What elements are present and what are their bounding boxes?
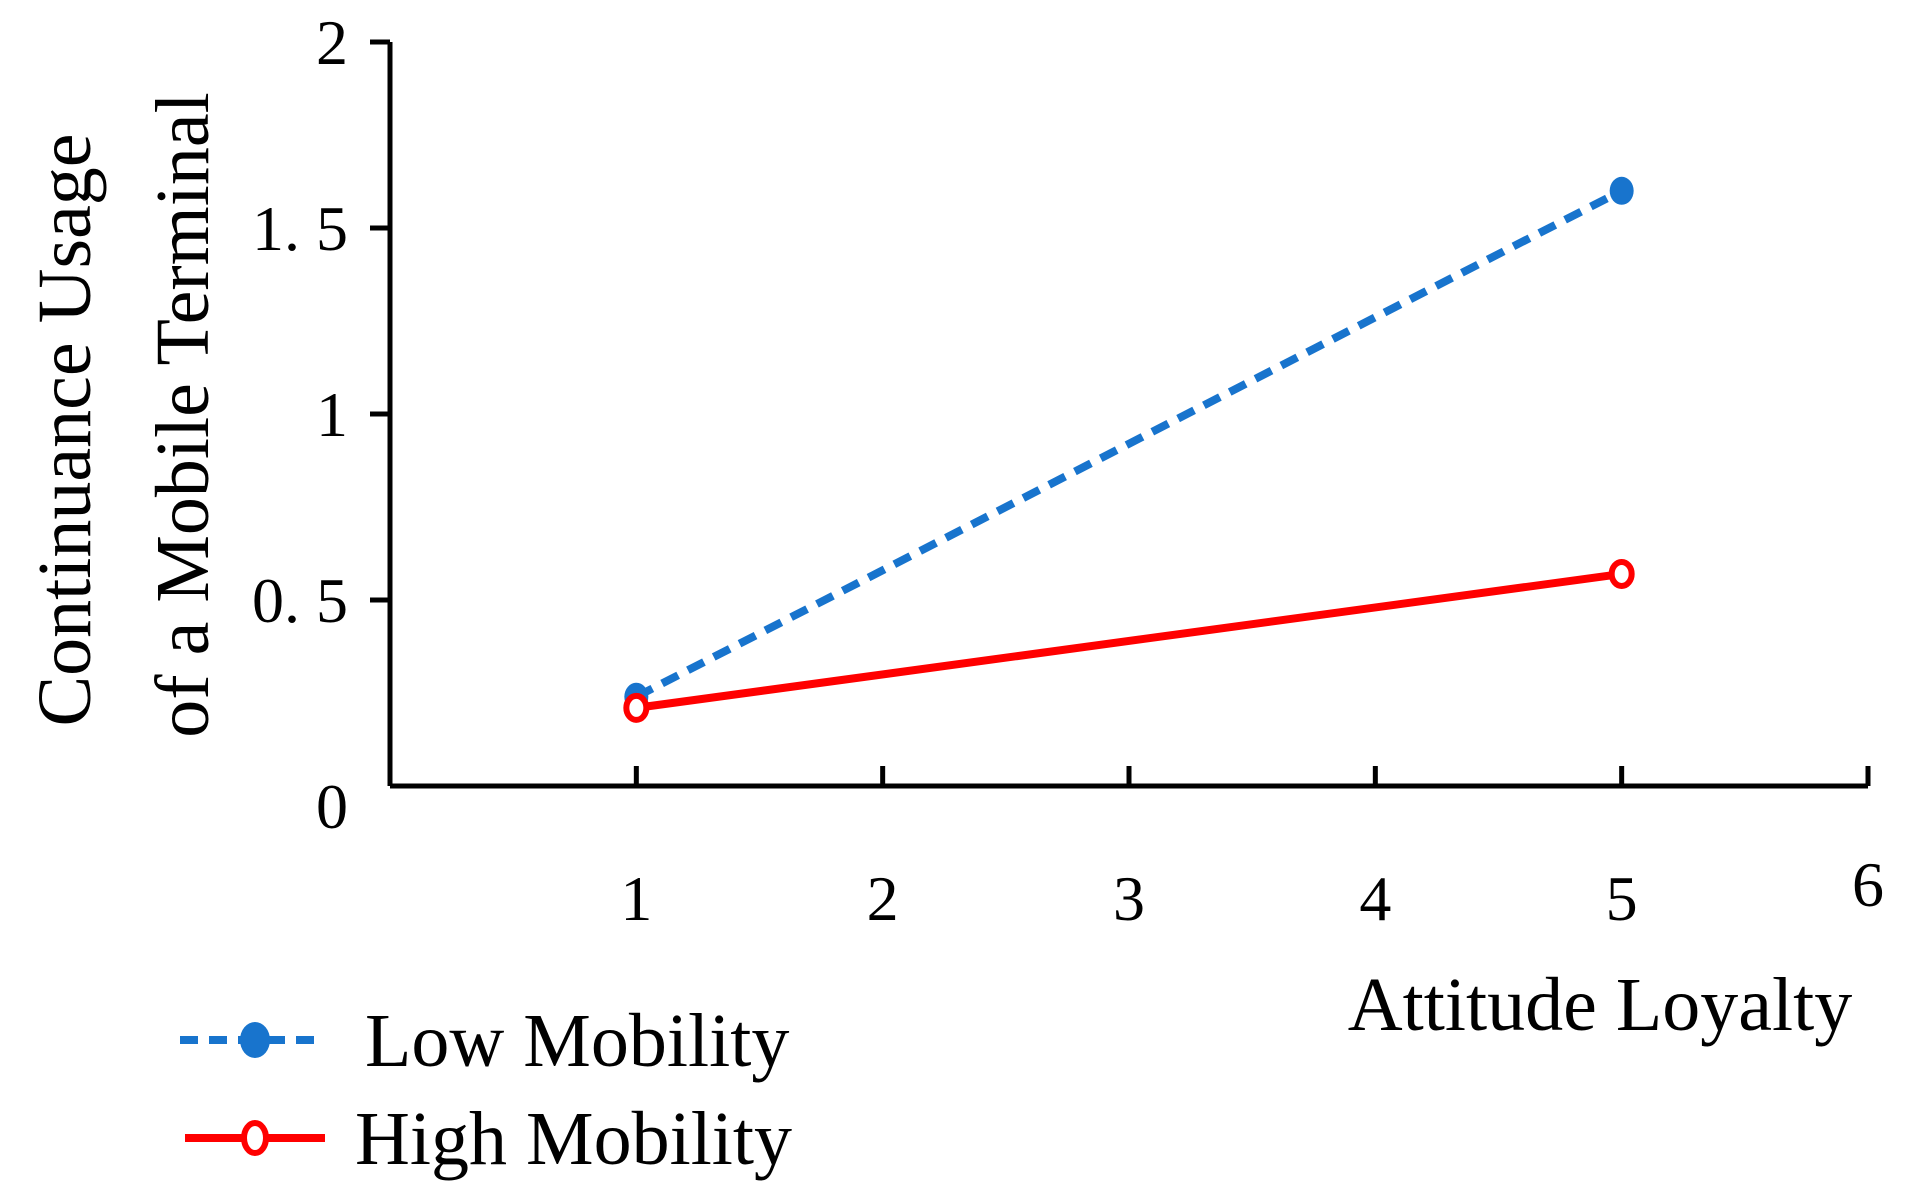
legend-item-high-mobility: High Mobility [185,1097,792,1181]
y-tick-label-1: 1 [316,379,348,450]
y-tick-label-2: 2 [316,7,348,78]
y-tick-label-0: 0 [316,771,348,842]
y-axis-title-line-1: Continuance Usage [23,133,107,726]
legend-marker-high-mobility [241,1120,269,1156]
x-tick-label-2: 2 [867,863,899,934]
y-axis-title-line-2: of a Mobile Terminal [141,92,225,737]
x-tick-label-3: 3 [1113,863,1145,934]
axes [387,42,1868,789]
tick-labels: 1 2 3 4 5 6 0 0. 5 1 1. 5 2 [252,7,1884,934]
series-layer [623,176,1635,723]
point-high-mobility-5 [1608,558,1635,589]
x-tick-label-4: 4 [1359,863,1391,934]
legend-label-low-mobility: Low Mobility [365,999,789,1083]
legend-item-low-mobility: Low Mobility [180,999,789,1083]
point-low-mobility-5 [1609,176,1634,205]
legend: Low Mobility High Mobility [180,999,792,1181]
axis-titles: Continuance Usage of a Mobile Terminal A… [23,92,1852,1047]
x-tick-label-6: 6 [1852,849,1884,920]
x-axis-title: Attitude Loyalty [1348,963,1852,1047]
series-line-high-mobility [635,569,1623,712]
ticks [370,39,1871,786]
legend-marker-low-mobility [240,1022,270,1058]
y-tick-label-15: 1. 5 [252,193,348,264]
series-line-low-mobility [634,187,1624,701]
legend-label-high-mobility: High Mobility [355,1097,792,1181]
point-high-mobility-1 [623,692,650,723]
y-tick-label-05: 0. 5 [252,565,348,636]
x-tick-label-5: 5 [1606,863,1638,934]
x-tick-label-1: 1 [620,863,652,934]
